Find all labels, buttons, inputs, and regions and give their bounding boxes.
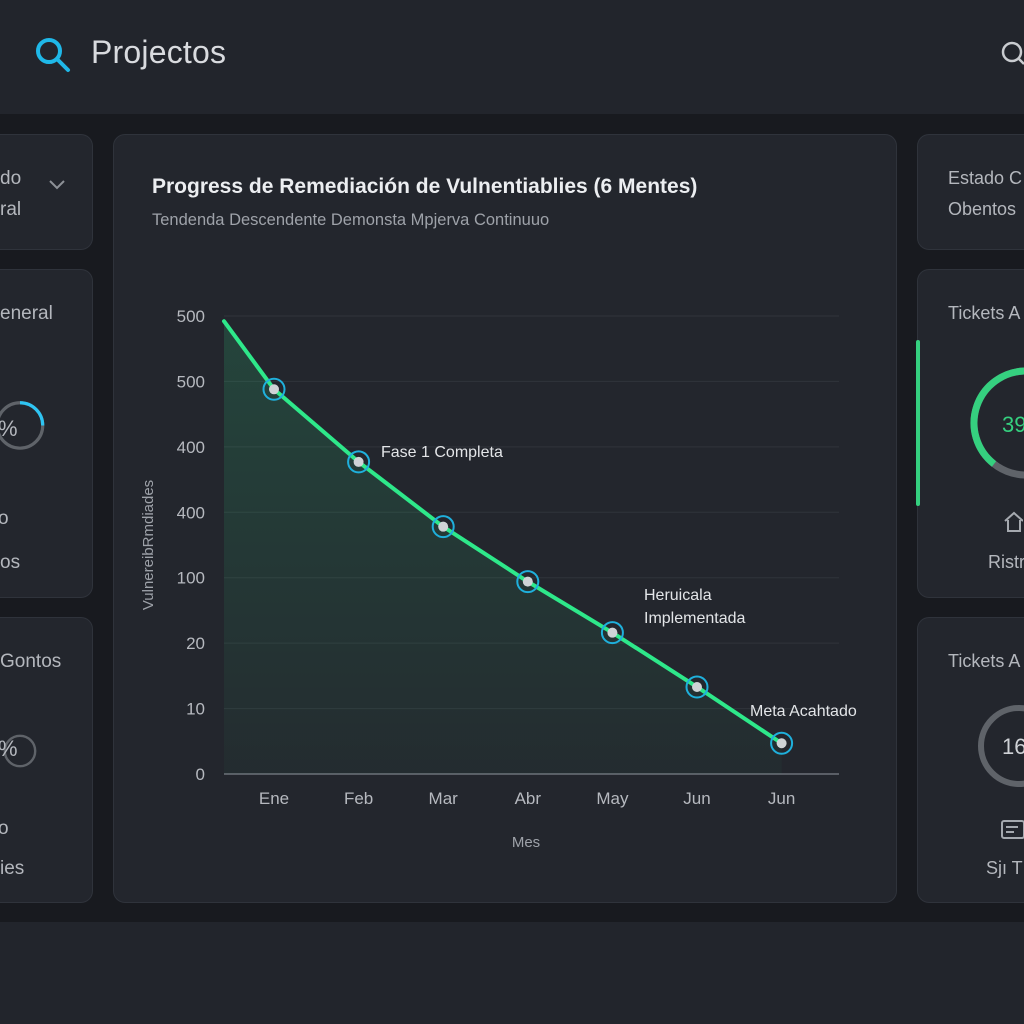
card-sub-1: o <box>0 818 9 839</box>
data-point-ring <box>262 377 286 401</box>
progress-ring <box>3 734 37 768</box>
data-point[interactable] <box>431 515 455 539</box>
x-tick-label: Ene <box>259 789 289 808</box>
data-point-ring <box>600 621 624 645</box>
data-point-dot <box>522 576 533 587</box>
card-label-line1: Estado C <box>948 168 1023 188</box>
data-point[interactable] <box>516 570 540 594</box>
card-sub-2: os <box>0 552 21 573</box>
progress-ring <box>0 401 45 450</box>
annotation-implemented-line2: Implementada <box>644 610 745 627</box>
y-tick-label: 400 <box>177 503 205 522</box>
ring-value: 39 <box>1002 412 1024 437</box>
bottom-panel <box>0 922 1024 1024</box>
card-sub-2: ies <box>0 858 25 879</box>
x-tick-label: Mar <box>429 789 459 808</box>
annotation-implemented-line1: Heruicala <box>644 587 712 604</box>
active-indicator <box>916 340 920 506</box>
card-label-line2: ral <box>0 199 22 220</box>
card-title: eneral <box>0 303 53 324</box>
chevron-down-icon[interactable] <box>48 179 66 191</box>
data-point[interactable] <box>600 621 624 645</box>
data-point[interactable] <box>685 675 709 699</box>
ring-percent: % <box>0 736 18 762</box>
y-tick-label: 500 <box>177 372 205 391</box>
data-point-ring <box>431 515 455 539</box>
data-point-dot <box>607 627 618 638</box>
x-axis-title: Mes <box>512 834 540 851</box>
status-dropdown-card[interactable]: do ral <box>0 134 93 250</box>
progress-ring <box>978 705 1024 787</box>
data-point-dot <box>353 456 364 467</box>
annotation-phase-1: Fase 1 Completa <box>381 444 503 461</box>
remediation-chart-card: Progress de Remediación de Vulnentiablie… <box>113 134 897 903</box>
search-icon[interactable] <box>34 36 72 74</box>
y-tick-label: 400 <box>177 438 205 457</box>
data-point-ring <box>516 570 540 594</box>
x-tick-label: Feb <box>344 789 373 808</box>
ring-percent: % <box>0 416 18 442</box>
y-tick-label: 0 <box>196 765 205 784</box>
data-point[interactable] <box>347 450 371 474</box>
data-point-dot <box>269 384 279 395</box>
annotation-goal-reached: Meta Acahtado <box>750 703 857 720</box>
data-point[interactable] <box>262 377 286 401</box>
series-line <box>222 319 784 746</box>
data-point-ring <box>347 450 371 474</box>
card-label-line2: Obentos <box>948 199 1017 219</box>
page-title: Projectos <box>91 34 227 70</box>
data-point[interactable] <box>770 731 794 755</box>
x-tick-label: Jun <box>768 789 795 808</box>
card-sub-1: o <box>0 508 9 529</box>
data-point-dot <box>776 738 787 749</box>
ticket-icon <box>1001 820 1024 839</box>
general-progress-card: eneral % o os <box>0 269 93 598</box>
data-point-dot <box>692 681 702 692</box>
y-axis-title: VulnereibRmdiades <box>140 480 157 610</box>
x-tick-label: Abr <box>515 789 542 808</box>
card-label-line1: do <box>0 168 22 189</box>
ring-value: 16 <box>1002 734 1024 759</box>
x-tick-label: Jun <box>683 789 710 808</box>
chart-title: Progress de Remediación de Vulnentiablie… <box>152 175 698 198</box>
data-point-ring <box>685 675 709 699</box>
card-sub: Sjı T <box>986 858 1023 878</box>
card-sub: Ristr <box>988 552 1024 572</box>
tickets-card-2: Tickets A 16 Sjı T <box>917 617 1024 903</box>
x-tick-label: May <box>596 789 629 808</box>
chart-subtitle: Tendenda Descendente Demonsta Mpjerva Co… <box>152 211 550 229</box>
series-area <box>224 321 782 774</box>
line-chart: 0 10 20 100 400 400 500 500 Ene Feb Mar Abr May Jun Ju… <box>140 307 857 851</box>
y-tick-label: 500 <box>177 307 205 326</box>
top-bar: Projectos <box>0 0 1024 114</box>
points-card: Gontos % o ies <box>0 617 93 903</box>
status-card: Estado C Obentos <box>917 134 1024 250</box>
y-tick-label: 20 <box>186 634 205 653</box>
card-title: Tickets A <box>948 303 1021 323</box>
data-point-dot <box>438 521 449 532</box>
card-title: Tickets A <box>948 651 1021 671</box>
data-point-ring <box>770 731 794 755</box>
home-icon <box>1004 511 1023 532</box>
y-tick-label: 10 <box>186 700 205 719</box>
y-tick-label: 100 <box>177 569 205 588</box>
search-icon[interactable] <box>1000 40 1024 70</box>
tickets-card-1: Tickets A 39 Ristr <box>916 269 1024 598</box>
card-title: Gontos <box>0 651 62 672</box>
progress-ring <box>970 367 1024 479</box>
